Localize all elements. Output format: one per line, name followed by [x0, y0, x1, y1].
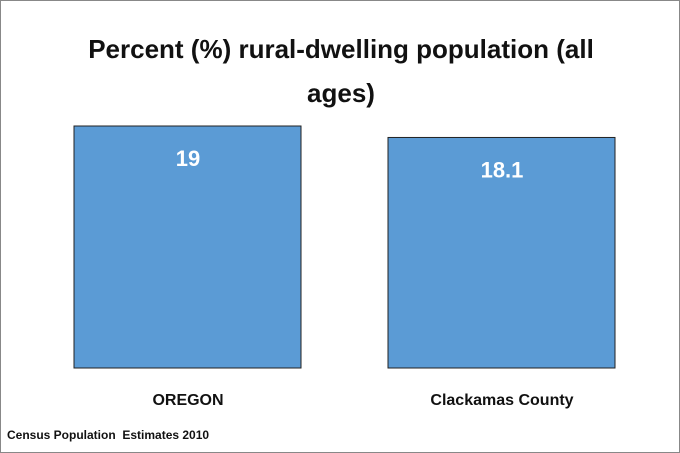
bar	[73, 125, 302, 369]
data-label: 19	[176, 146, 200, 171]
chart-title: Percent (%) rural-dwelling population (a…	[88, 34, 594, 108]
bar	[387, 136, 616, 369]
source-note: Census Population Estimates 2010	[7, 428, 210, 442]
data-label: 18.1	[481, 157, 524, 182]
x-tick-label: Clackamas County	[430, 392, 573, 409]
x-tick-label: OREGON	[152, 392, 223, 409]
